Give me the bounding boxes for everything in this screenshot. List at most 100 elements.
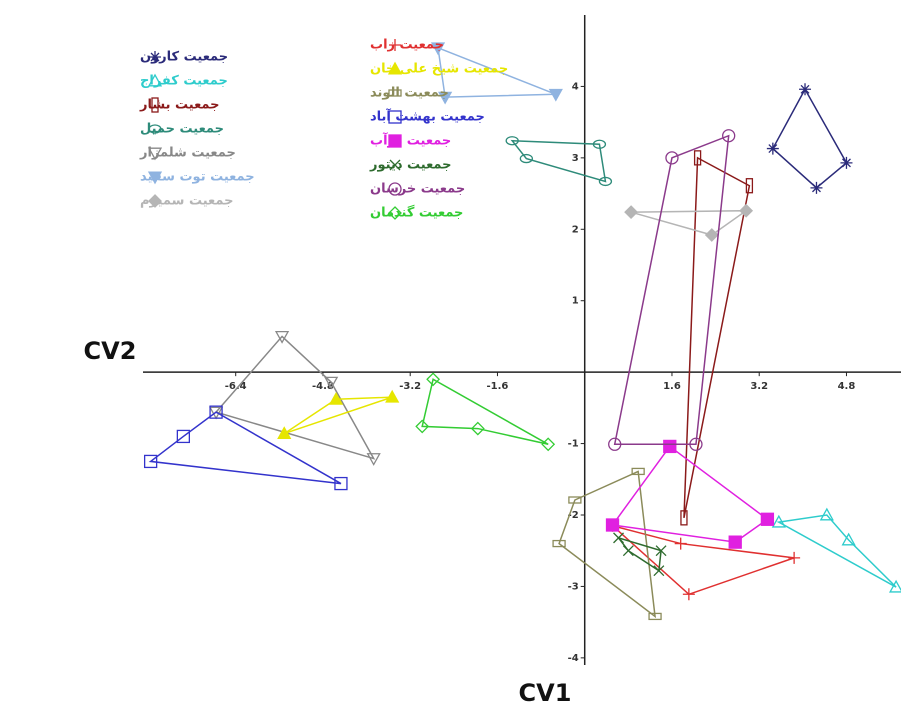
group-polygon bbox=[510, 139, 607, 183]
y-tick-label: -4 bbox=[568, 653, 579, 664]
marker bbox=[274, 330, 290, 344]
marker bbox=[208, 406, 224, 420]
y-tick-label: 2 bbox=[572, 224, 579, 235]
marker bbox=[888, 579, 901, 593]
legend-label: جمعیت بشار bbox=[139, 98, 220, 113]
legend-marker bbox=[148, 194, 162, 208]
marker bbox=[674, 537, 687, 550]
legend-marker bbox=[388, 134, 402, 148]
x-axis-label: CV1 bbox=[519, 679, 572, 707]
marker bbox=[624, 205, 638, 220]
group-polygon bbox=[214, 335, 376, 460]
legend-marker bbox=[148, 124, 162, 134]
legend-marker bbox=[388, 89, 402, 97]
marker bbox=[722, 129, 736, 143]
legend-label: جمعیت شیخ علی خان bbox=[370, 62, 508, 77]
legend-label: جمعیت خرسان bbox=[370, 182, 465, 197]
group-polygon bbox=[776, 514, 897, 588]
y-tick-label: 1 bbox=[572, 296, 579, 307]
marker bbox=[840, 156, 853, 169]
legend-label: جمعیت شلمزار bbox=[139, 146, 236, 161]
group-polygon bbox=[630, 209, 749, 236]
marker bbox=[328, 391, 344, 405]
marker bbox=[548, 88, 563, 102]
group-polygon bbox=[613, 134, 730, 446]
x-tick-label: -6.4 bbox=[225, 381, 247, 392]
marker bbox=[209, 405, 223, 419]
marker bbox=[608, 437, 622, 451]
group-polygon bbox=[771, 87, 848, 189]
marker bbox=[470, 421, 485, 436]
marker bbox=[745, 178, 754, 194]
legend-label: جمعیت کفراج bbox=[140, 74, 228, 89]
marker bbox=[541, 437, 556, 452]
marker bbox=[689, 437, 703, 451]
marker bbox=[430, 42, 446, 56]
marker bbox=[663, 439, 677, 454]
legend-label: جمعیت دیتور bbox=[369, 158, 452, 173]
marker bbox=[771, 514, 786, 528]
group-polygon bbox=[558, 470, 657, 619]
x-tick-label: -3.2 bbox=[399, 381, 421, 392]
marker bbox=[143, 454, 158, 469]
y-tick-label: 3 bbox=[572, 153, 579, 164]
marker bbox=[680, 510, 688, 526]
marker bbox=[622, 545, 634, 557]
marker bbox=[277, 426, 292, 440]
marker bbox=[426, 372, 441, 387]
marker bbox=[519, 153, 534, 164]
marker bbox=[766, 142, 779, 155]
legend-marker bbox=[389, 159, 401, 171]
group-polygon bbox=[283, 396, 393, 435]
legend-marker bbox=[388, 182, 402, 196]
marker bbox=[841, 532, 856, 546]
marker bbox=[799, 83, 812, 96]
legend-marker bbox=[389, 39, 401, 51]
legend-marker bbox=[388, 110, 402, 124]
legend-marker bbox=[147, 73, 163, 87]
marker bbox=[760, 512, 775, 526]
marker bbox=[366, 453, 381, 466]
marker bbox=[682, 588, 695, 601]
y-tick-label: 4 bbox=[572, 81, 579, 92]
marker bbox=[653, 565, 665, 577]
group-polygon bbox=[148, 411, 342, 485]
marker bbox=[568, 496, 582, 504]
marker bbox=[648, 612, 662, 621]
legend-marker bbox=[147, 147, 163, 161]
marker bbox=[819, 507, 834, 521]
marker bbox=[704, 228, 719, 242]
legend-label: جمعیت کارون bbox=[140, 50, 228, 65]
legend-marker bbox=[151, 97, 159, 113]
legend-marker bbox=[387, 61, 403, 75]
legend-label: جمعیت الوند bbox=[370, 86, 449, 101]
legend-label: جمعیت سمیرم bbox=[140, 194, 233, 209]
group-polygon bbox=[683, 156, 751, 519]
legend-label: جمعیت حمیل bbox=[140, 122, 224, 137]
x-tick-label: 1.6 bbox=[663, 381, 681, 392]
legend-label: جمعیت توت سفید bbox=[140, 170, 255, 185]
marker bbox=[693, 150, 702, 166]
group-polygon bbox=[437, 46, 557, 98]
y-axis-label: CV2 bbox=[84, 337, 137, 365]
marker bbox=[438, 91, 453, 105]
group-polygon bbox=[612, 524, 795, 596]
group-polygon bbox=[611, 445, 769, 543]
marker bbox=[385, 389, 400, 403]
marker bbox=[415, 419, 430, 434]
marker bbox=[176, 429, 191, 444]
legend-marker bbox=[149, 51, 161, 63]
marker bbox=[334, 476, 348, 491]
marker bbox=[655, 545, 667, 557]
group-polygon bbox=[421, 378, 549, 446]
legend-marker bbox=[388, 206, 402, 220]
marker bbox=[605, 518, 620, 532]
marker bbox=[631, 467, 645, 476]
marker bbox=[739, 203, 754, 218]
marker bbox=[552, 539, 566, 548]
marker bbox=[810, 181, 823, 194]
marker bbox=[613, 532, 624, 544]
marker bbox=[592, 139, 607, 149]
x-tick-label: -4.8 bbox=[312, 381, 334, 392]
